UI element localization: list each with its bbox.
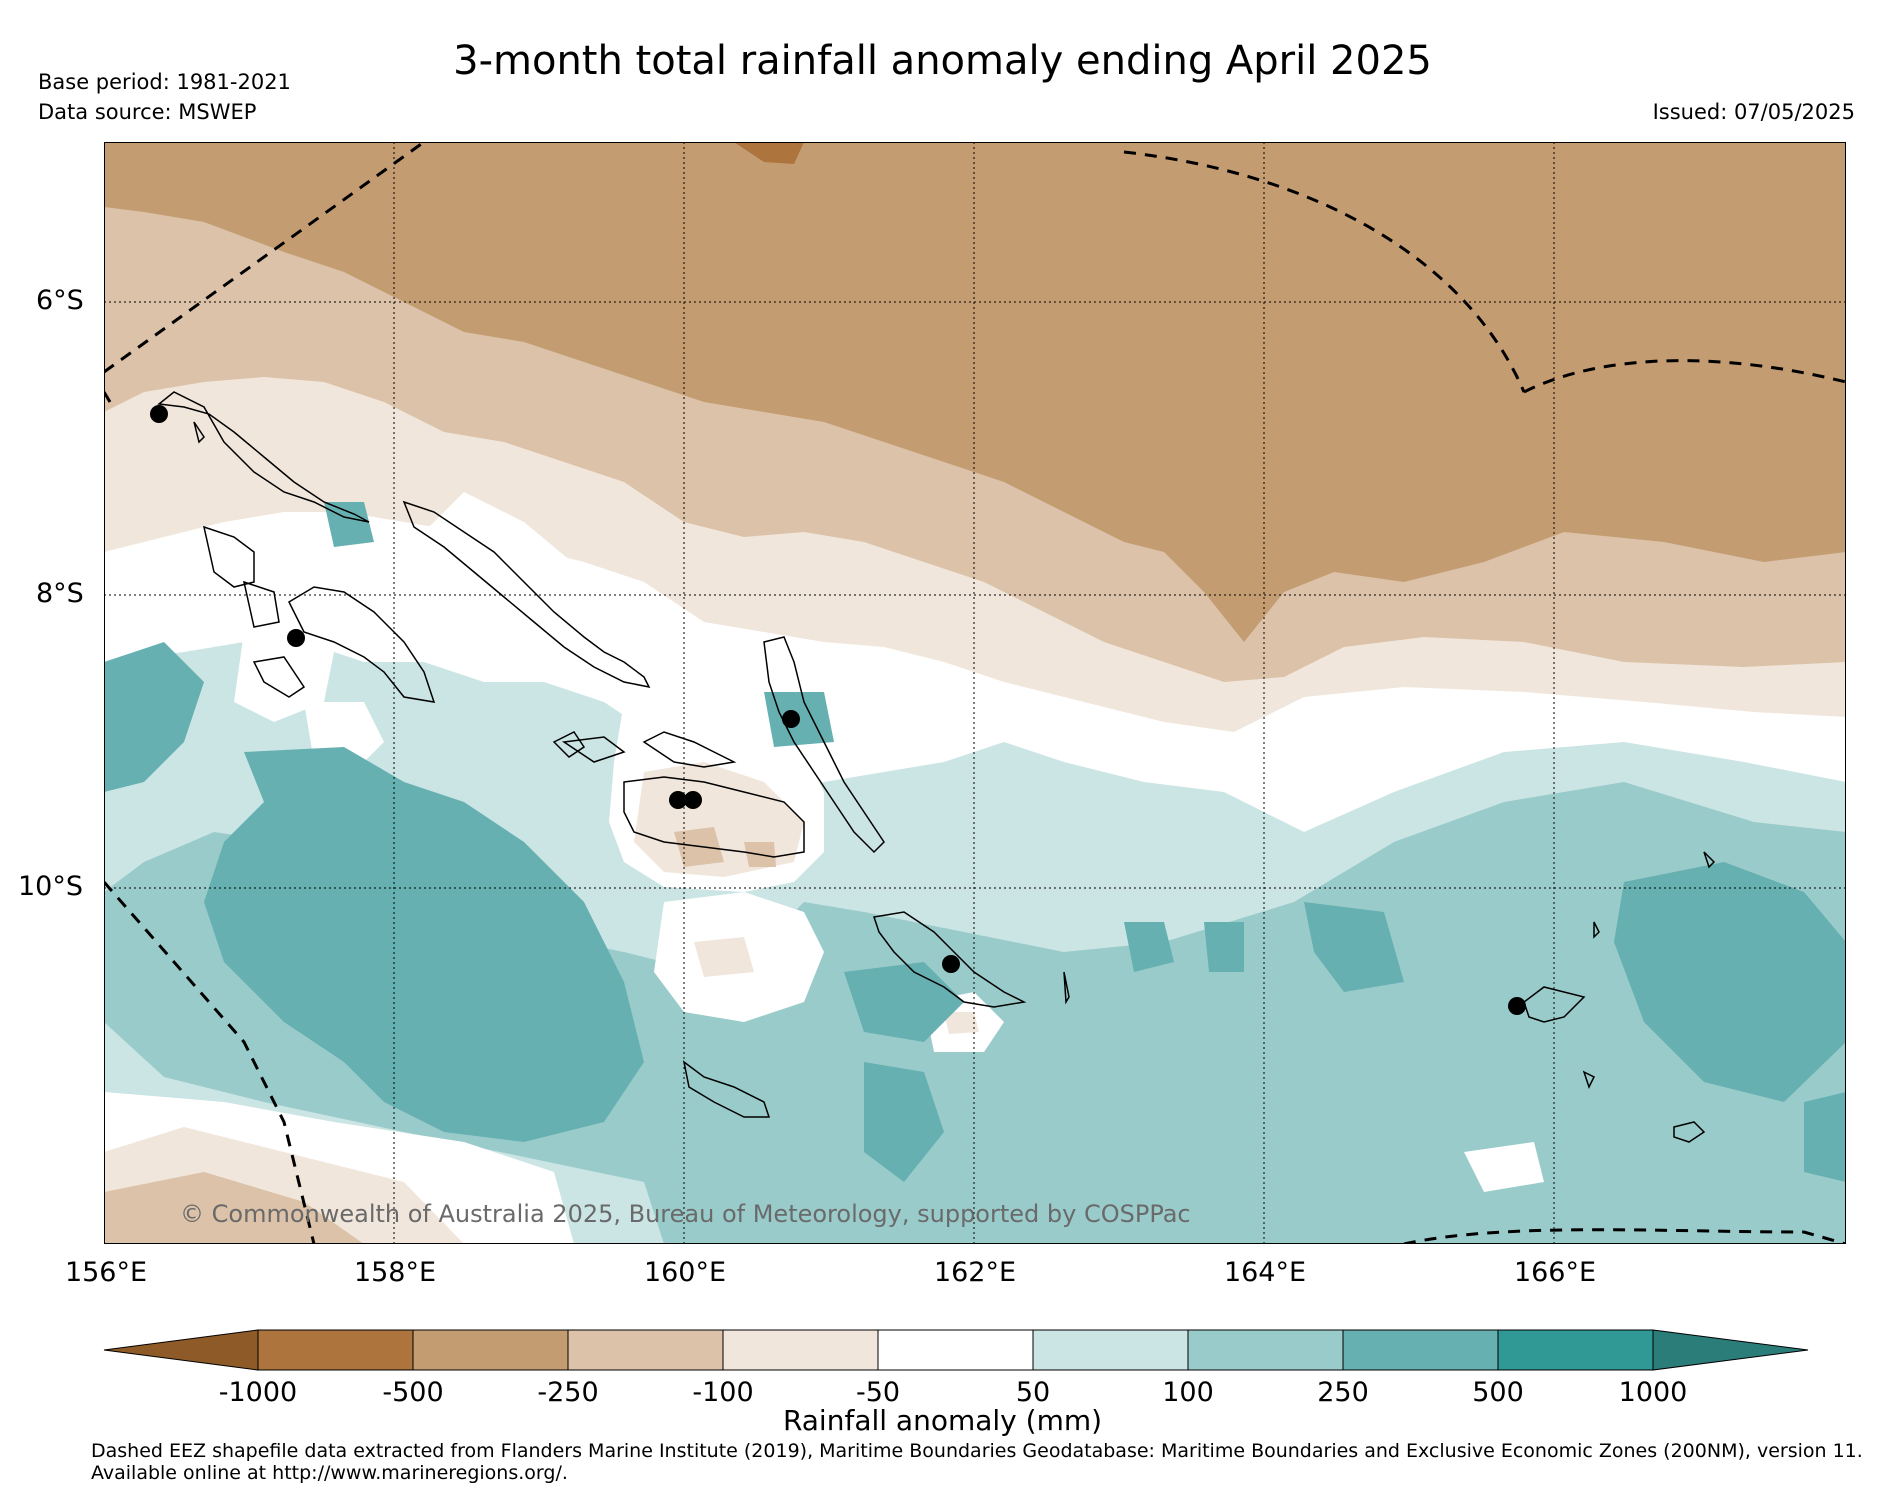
- wet-patch-south: [864, 1062, 944, 1182]
- coastlines: [157, 391, 1716, 1143]
- wet-patch-small-3: [1124, 922, 1174, 972]
- colorbar-extend-low: [103, 1329, 259, 1371]
- lon-label-162e: 162°E: [933, 1257, 1017, 1288]
- station-marker: [150, 405, 168, 423]
- footer-attribution: Dashed EEZ shapefile data extracted from…: [91, 1440, 1863, 1462]
- colorbar-tick: 250: [1317, 1377, 1369, 1408]
- colorbar-segment: [257, 1329, 414, 1371]
- colorbar-tick: -1000: [218, 1377, 298, 1408]
- lon-label-156e: 156°E: [64, 1257, 148, 1288]
- wet-patch-small-5: [1804, 1092, 1846, 1182]
- base-period-label: Base period: 1981-2021: [38, 70, 291, 94]
- colorbar-segment: [1032, 1329, 1189, 1371]
- colorbar: [103, 1329, 1809, 1371]
- lon-label-160e: 160°E: [643, 1257, 727, 1288]
- station-marker: [782, 710, 800, 728]
- footer-url: Available online at http://www.marinereg…: [91, 1462, 568, 1484]
- data-source-label: Data source: MSWEP: [38, 100, 257, 124]
- station-marker: [1508, 997, 1526, 1015]
- map-frame: [104, 142, 1846, 1244]
- lat-label-8s: 8°S: [36, 578, 84, 609]
- station-markers: [150, 405, 1526, 1015]
- colorbar-segment: [567, 1329, 724, 1371]
- colorbar-segment: [1497, 1329, 1654, 1371]
- graticule: [104, 142, 1846, 1244]
- colorbar-tick: 50: [1015, 1377, 1051, 1408]
- station-marker: [684, 791, 702, 809]
- colorbar-segment: [877, 1329, 1034, 1371]
- issued-date-label: Issued: 07/05/2025: [1652, 100, 1855, 124]
- colorbar-segment: [1342, 1329, 1499, 1371]
- eez-boundaries: [104, 142, 1846, 1244]
- wet-patch-east: [1304, 902, 1404, 992]
- lat-label-10s: 10°S: [18, 871, 83, 902]
- colorbar-segment: [722, 1329, 879, 1371]
- band-minus-250-500: [104, 142, 1846, 642]
- wet-patch-vanuatu: [1614, 862, 1846, 1102]
- rainfall-anomaly-map: © Commonwealth of Australia 2025, Bureau…: [104, 142, 1846, 1244]
- colorbar-segment: [412, 1329, 569, 1371]
- lon-label-158e: 158°E: [353, 1257, 437, 1288]
- lon-label-164e: 164°E: [1223, 1257, 1307, 1288]
- colorbar-tick: 500: [1472, 1377, 1524, 1408]
- map-title: 3-month total rainfall anomaly ending Ap…: [453, 38, 1432, 84]
- colorbar-tick: 100: [1162, 1377, 1214, 1408]
- band-minus-500-1000-patch: [734, 142, 804, 164]
- dry-patch-south-guadalcanal: [694, 937, 754, 977]
- wet-patch-southwest: [204, 747, 644, 1142]
- lat-label-6s: 6°S: [36, 285, 84, 316]
- colorbar-tick: -250: [537, 1377, 599, 1408]
- wet-patch-small-4: [1204, 922, 1244, 972]
- band-dry2-southwest: [104, 1172, 364, 1244]
- colorbar-tick: 1000: [1618, 1377, 1688, 1408]
- colorbar-label: Rainfall anomaly (mm): [782, 1404, 1103, 1437]
- colorbar-tick: -500: [382, 1377, 444, 1408]
- dry-patch-makira: [944, 1012, 979, 1034]
- lon-label-166e: 166°E: [1513, 1257, 1597, 1288]
- neutral-patch-choiseul: [234, 622, 334, 722]
- colorbar-extend-high: [1652, 1329, 1809, 1371]
- colorbar-tick: -100: [692, 1377, 754, 1408]
- station-marker: [287, 629, 305, 647]
- colorbar-tick: -50: [855, 1377, 901, 1408]
- station-marker: [942, 955, 960, 973]
- wet-patch-west: [104, 642, 204, 792]
- colorbar-segment: [1187, 1329, 1344, 1371]
- station-marker: [669, 791, 687, 809]
- neutral-patch-southeast: [1464, 1142, 1544, 1192]
- copyright-notice: © Commonwealth of Australia 2025, Bureau…: [180, 1200, 1191, 1228]
